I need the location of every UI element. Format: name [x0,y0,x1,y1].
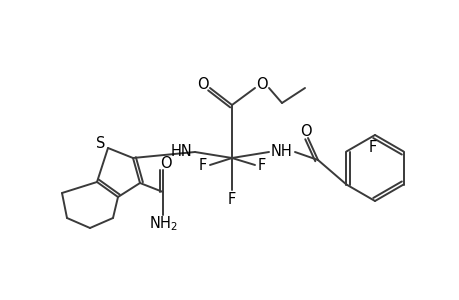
Text: O: O [300,124,311,139]
Text: NH: NH [270,145,292,160]
Text: F: F [198,158,207,172]
Text: S: S [96,136,106,151]
Text: F: F [368,140,376,155]
Text: O: O [160,157,172,172]
Text: F: F [227,191,235,206]
Text: NH$_2$: NH$_2$ [148,214,177,233]
Text: HN: HN [171,145,192,160]
Text: F: F [257,158,266,172]
Text: O: O [197,76,208,92]
Text: O: O [256,76,267,92]
